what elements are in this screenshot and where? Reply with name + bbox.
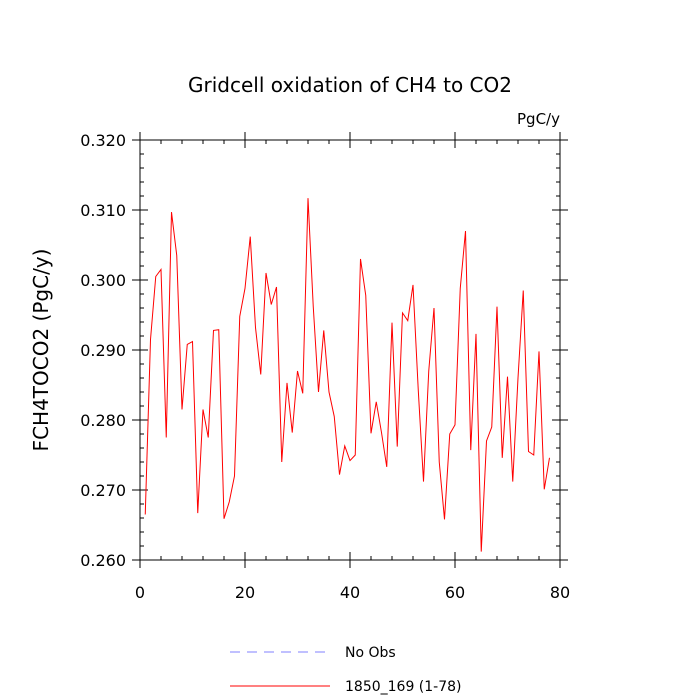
units-label: PgC/y <box>517 110 560 128</box>
legend-label: 1850_169 (1-78) <box>345 679 462 695</box>
legend-label: No Obs <box>345 645 396 661</box>
y-tick-label: 0.300 <box>80 271 126 290</box>
y-tick-label: 0.270 <box>80 481 126 500</box>
y-tick-label: 0.290 <box>80 341 126 360</box>
series-line <box>144 198 550 552</box>
major-ticks <box>132 132 568 568</box>
y-tick-label: 0.260 <box>80 551 126 570</box>
x-tick-label: 40 <box>340 583 360 602</box>
series-group <box>144 198 550 552</box>
y-tick-label: 0.280 <box>80 411 126 430</box>
y-tick-labels: 0.260 0.270 0.280 0.290 0.300 0.310 0.320 <box>80 131 126 570</box>
y-axis-label: FCH4TOCO2 (PgC/y) <box>29 249 53 452</box>
plot-frame <box>139 139 561 561</box>
y-tick-label: 0.310 <box>80 201 126 220</box>
minor-ticks <box>140 140 560 560</box>
x-tick-label: 0 <box>135 583 145 602</box>
legend: No Obs 1850_169 (1-78) <box>230 645 462 695</box>
chart-title: Gridcell oxidation of CH4 to CO2 <box>188 73 512 97</box>
y-tick-label: 0.320 <box>80 131 126 150</box>
x-tick-label: 80 <box>550 583 570 602</box>
x-tick-labels: 0 20 40 60 80 <box>135 583 570 602</box>
x-tick-label: 20 <box>235 583 255 602</box>
x-tick-label: 60 <box>445 583 465 602</box>
